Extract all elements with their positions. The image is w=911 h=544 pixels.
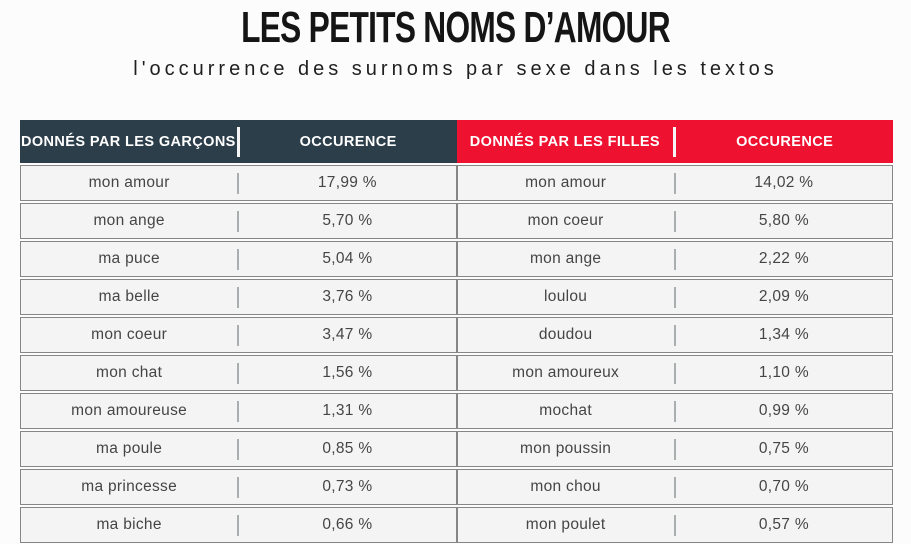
pet-name: ma belle	[98, 288, 160, 305]
occurrence-value: 3,76 %	[322, 288, 373, 305]
table-row: mon poulet 0,57 %	[456, 507, 893, 543]
pet-name: mon poulet	[525, 516, 606, 533]
cell-divider	[673, 400, 676, 422]
occurrence-value: 1,34 %	[758, 326, 809, 343]
tables-container: DONNÉS PAR LES GARÇONS OCCURENCE mon amo…	[20, 120, 893, 544]
cell-divider	[673, 476, 676, 498]
table-boys: DONNÉS PAR LES GARÇONS OCCURENCE mon amo…	[20, 120, 457, 544]
girls-header: DONNÉS PAR LES FILLES OCCURENCE	[456, 120, 893, 163]
occurrence-value: 1,56 %	[322, 364, 373, 381]
cell-divider	[237, 286, 240, 308]
occurrence-value: 0,75 %	[758, 440, 809, 457]
pet-name: mon amour	[88, 174, 170, 191]
girls-occurrence-header: OCCURENCE	[736, 133, 834, 150]
cell-divider	[237, 400, 240, 422]
cell-divider	[237, 324, 240, 346]
table-row: mon chou 0,70 %	[456, 469, 893, 505]
occurrence-value: 1,31 %	[322, 402, 373, 419]
cell-divider	[673, 324, 676, 346]
table-row: mon amoureux 1,10 %	[456, 355, 893, 391]
page-title: LES PETITS NOMS D’AMOUR	[241, 3, 670, 52]
table-row: ma belle 3,76 %	[20, 279, 457, 315]
table-row: mon ange 2,22 %	[456, 241, 893, 277]
table-row: mon chat 1,56 %	[20, 355, 457, 391]
pet-name: mon chou	[530, 478, 601, 495]
occurrence-value: 0,70 %	[758, 478, 809, 495]
table-row: mon poussin 0,75 %	[456, 431, 893, 467]
pet-name: mon chat	[96, 364, 163, 381]
table-row: mochat 0,99 %	[456, 393, 893, 429]
header-divider	[673, 126, 677, 157]
table-row: ma poule 0,85 %	[20, 431, 457, 467]
girls-name-header: DONNÉS PAR LES FILLES	[469, 133, 660, 150]
cell-divider	[673, 514, 676, 536]
pet-name: ma poule	[96, 440, 163, 457]
pet-name: mon ange	[529, 250, 602, 267]
table-row: mon amour 17,99 %	[20, 165, 457, 201]
occurrence-value: 17,99 %	[317, 174, 377, 191]
cell-divider	[673, 210, 676, 232]
infographic: LES PETITS NOMS D’AMOUR l'occurrence des…	[0, 5, 911, 544]
table-row: mon ange 5,70 %	[20, 203, 457, 239]
cell-divider	[673, 438, 676, 460]
pet-name: mon amoureux	[512, 364, 620, 381]
table-girls: DONNÉS PAR LES FILLES OCCURENCE mon amou…	[456, 120, 893, 544]
boys-header: DONNÉS PAR LES GARÇONS OCCURENCE	[20, 120, 457, 163]
pet-name: ma princesse	[81, 478, 178, 495]
table-row: loulou 2,09 %	[456, 279, 893, 315]
table-row: ma princesse 0,73 %	[20, 469, 457, 505]
table-row: mon coeur 3,47 %	[20, 317, 457, 353]
cell-divider	[673, 248, 676, 270]
cell-divider	[673, 172, 676, 194]
occurrence-value: 5,70 %	[322, 212, 373, 229]
cell-divider	[237, 248, 240, 270]
occurrence-value: 1,10 %	[758, 364, 809, 381]
pet-name: mon amour	[525, 174, 607, 191]
cell-divider	[237, 476, 240, 498]
header-divider	[236, 126, 240, 157]
table-row: mon amour 14,02 %	[456, 165, 893, 201]
boys-name-header: DONNÉS PAR LES GARÇONS	[20, 133, 236, 150]
occurrence-value: 0,73 %	[322, 478, 373, 495]
occurrence-value: 3,47 %	[322, 326, 373, 343]
pet-name: mon poussin	[520, 440, 612, 457]
table-row: ma biche 0,66 %	[20, 507, 457, 543]
table-row: mon amoureuse 1,31 %	[20, 393, 457, 429]
occurrence-value: 0,85 %	[322, 440, 373, 457]
cell-divider	[673, 286, 676, 308]
pet-name: mochat	[539, 402, 592, 419]
pet-name: mon coeur	[91, 326, 168, 343]
pet-name: mon amoureuse	[71, 402, 188, 419]
occurrence-value: 5,80 %	[758, 212, 809, 229]
table-row: mon coeur 5,80 %	[456, 203, 893, 239]
boys-occurrence-header: OCCURENCE	[299, 133, 397, 150]
table-row: ma puce 5,04 %	[20, 241, 457, 277]
pet-name: doudou	[538, 326, 593, 343]
cell-divider	[237, 172, 240, 194]
cell-divider	[673, 362, 676, 384]
occurrence-value: 0,99 %	[758, 402, 809, 419]
cell-divider	[237, 438, 240, 460]
pet-name: mon ange	[93, 212, 165, 229]
pet-name: ma biche	[96, 516, 162, 533]
pet-name: mon coeur	[527, 212, 604, 229]
cell-divider	[237, 514, 240, 536]
cell-divider	[237, 362, 240, 384]
occurrence-value: 0,66 %	[322, 516, 373, 533]
occurrence-value: 2,09 %	[758, 288, 809, 305]
occurrence-value: 5,04 %	[322, 250, 373, 267]
occurrence-value: 0,57 %	[758, 516, 809, 533]
cell-divider	[237, 210, 240, 232]
occurrence-value: 2,22 %	[758, 250, 809, 267]
page-subtitle: l'occurrence des surnoms par sexe dans l…	[133, 58, 778, 80]
pet-name: loulou	[544, 288, 588, 305]
occurrence-value: 14,02 %	[754, 174, 814, 191]
pet-name: ma puce	[98, 250, 160, 267]
table-row: doudou 1,34 %	[456, 317, 893, 353]
